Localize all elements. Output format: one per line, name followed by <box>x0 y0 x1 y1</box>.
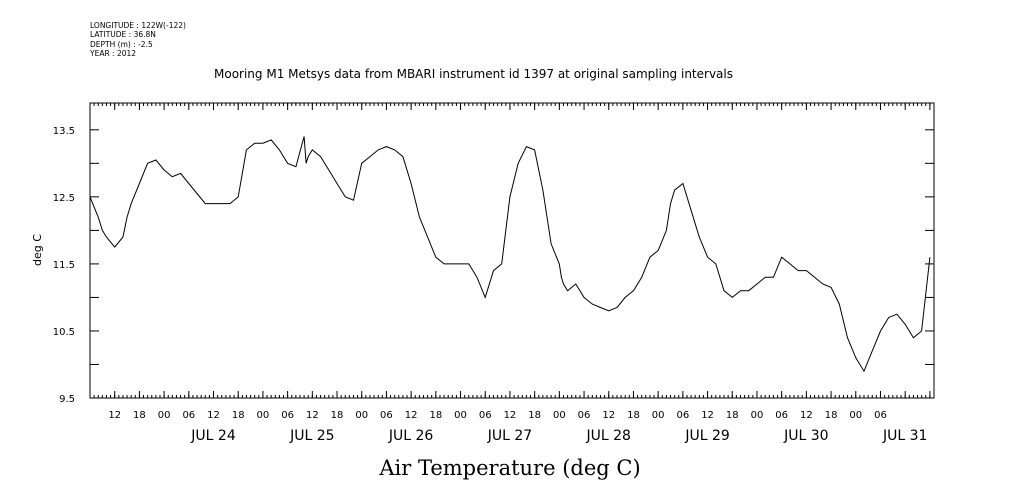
x-axis-label: Air Temperature (deg C) <box>378 456 640 480</box>
x-tick-label: 18 <box>133 410 146 421</box>
x-tick-label: 06 <box>182 410 195 421</box>
x-date-label: JUL 26 <box>388 428 434 444</box>
longitude-text: LONGITUDE : 122W(-122) <box>90 21 186 30</box>
x-tick-label: 06 <box>676 410 689 421</box>
x-tick-label: 06 <box>281 410 294 421</box>
x-tick-label: 12 <box>207 410 220 421</box>
x-tick-label: 12 <box>602 410 615 421</box>
x-date-label: JUL 25 <box>289 428 334 444</box>
x-tick-label: 00 <box>751 410 764 421</box>
x-date-label: JUL 29 <box>684 428 729 444</box>
x-tick-label: 18 <box>331 410 344 421</box>
x-tick-label: 00 <box>652 410 665 421</box>
x-tick-label: 12 <box>701 410 714 421</box>
x-tick-label: 06 <box>874 410 887 421</box>
x-tick-label: 00 <box>454 410 467 421</box>
x-tick-label: 06 <box>479 410 492 421</box>
x-tick-label: 00 <box>257 410 270 421</box>
x-tick-label: 18 <box>232 410 245 421</box>
y-tick-label: 13.5 <box>53 126 75 137</box>
x-tick-label: 00 <box>355 410 368 421</box>
y-tick-label: 11.5 <box>53 260 75 271</box>
x-tick-label: 00 <box>553 410 566 421</box>
axis-labels: 12 18 00 06 12 18 00 06 12 18 00 06 12 18 00 06 12 18 00 06… <box>53 126 928 444</box>
x-tick-label: 12 <box>108 410 121 421</box>
y-tick-label: 9.5 <box>59 394 75 405</box>
x-tick-label: 00 <box>849 410 862 421</box>
x-date-label: JUL 31 <box>882 428 927 444</box>
x-tick-label: 18 <box>627 410 640 421</box>
x-tick-label: 06 <box>578 410 591 421</box>
chart-title: Mooring M1 Metsys data from MBARI instru… <box>214 67 733 81</box>
x-tick-label: 18 <box>726 410 739 421</box>
y-tick-label: 10.5 <box>53 327 75 338</box>
x-date-label: JUL 28 <box>586 428 631 444</box>
x-tick-label: 12 <box>800 410 813 421</box>
x-tick-label: 12 <box>504 410 517 421</box>
x-tick-label: 00 <box>158 410 171 421</box>
plot-frame <box>89 102 935 399</box>
x-tick-label: 06 <box>380 410 393 421</box>
y-tick-label: 12.5 <box>53 193 75 204</box>
depth-text: DEPTH (m) : -2.5 <box>90 39 153 49</box>
x-tick-label: 18 <box>528 410 541 421</box>
axis-ticks <box>89 103 935 399</box>
year-text: YEAR : 2012 <box>90 48 137 58</box>
x-date-label: JUL 27 <box>487 428 532 444</box>
x-tick-label: 12 <box>306 410 319 421</box>
x-tick-label: 06 <box>775 410 788 421</box>
x-tick-label: 12 <box>405 410 418 421</box>
air-temperature-line <box>89 136 931 373</box>
x-tick-label: 18 <box>825 410 838 421</box>
x-date-label: JUL 24 <box>190 428 236 444</box>
x-date-label: JUL 30 <box>783 428 828 444</box>
x-tick-label: 18 <box>429 410 442 421</box>
latitude-text: LATITUDE : 36.8N <box>90 30 156 40</box>
metadata-block: LONGITUDE : 122W(-122) LATITUDE : 36.8N … <box>90 21 186 58</box>
y-axis-label: deg C <box>31 234 44 266</box>
